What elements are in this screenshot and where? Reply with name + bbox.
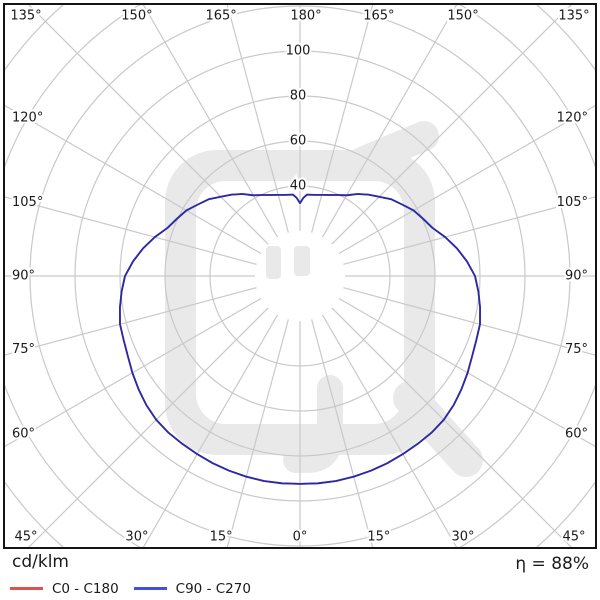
watermark-ring: [165, 150, 435, 455]
angle-label: 30°: [125, 530, 148, 545]
grid-radial-line: [142, 5, 279, 238]
watermark-logo: [165, 121, 483, 477]
grid-radial-line: [311, 319, 374, 547]
grid-radial-line: [331, 307, 572, 547]
angle-label: 150°: [447, 9, 478, 24]
watermark-bar: [266, 246, 281, 279]
grid-radial-line: [28, 5, 269, 245]
angle-label: 45°: [14, 530, 37, 545]
curves: [119, 193, 481, 485]
efficiency-value: η = 88%: [515, 554, 589, 574]
grid-radial-line: [311, 5, 374, 233]
unit-label: cd/klm: [12, 552, 69, 572]
grid-radial-line: [5, 287, 257, 356]
angle-label: 90°: [12, 269, 35, 284]
grid-radial-line: [321, 5, 458, 238]
grid-radial-line: [331, 5, 572, 245]
angle-label: 75°: [12, 342, 35, 357]
watermark-stub: [347, 121, 439, 177]
curve-c90-c270: [119, 193, 481, 485]
legend-label-c90-c270: C90 - C270: [175, 580, 251, 597]
grid-radial-line: [338, 104, 595, 255]
angle-label: 105°: [12, 195, 43, 210]
angle-label: 165°: [205, 9, 236, 24]
grid-radial-line: [142, 314, 279, 547]
angle-label: 180°: [290, 9, 321, 24]
radial-tick-label: 80: [290, 89, 307, 104]
angle-label: 15°: [367, 530, 390, 545]
grid-radial-line: [5, 196, 257, 265]
angle-label: 120°: [557, 110, 588, 125]
legend-swatch-red: [10, 587, 43, 590]
radial-tick-label: 60: [290, 134, 307, 149]
grid-radial-line: [5, 104, 262, 255]
grid-radial-line: [343, 196, 595, 265]
angle-label: 45°: [562, 530, 585, 545]
legend: C0 - C180 C90 - C270: [10, 579, 251, 598]
angle-label: 135°: [10, 9, 41, 24]
legend-item-c0-c180: C0 - C180: [10, 581, 119, 597]
legend-item-c90-c270: C90 - C270: [133, 580, 251, 597]
legend-label-c0-c180: C0 - C180: [52, 580, 119, 597]
angle-label: 60°: [12, 427, 35, 442]
angle-label: 165°: [363, 9, 394, 24]
chart-border: [3, 3, 597, 549]
angle-label: 105°: [557, 195, 588, 210]
angle-label: 135°: [558, 9, 589, 24]
angle-label: 60°: [565, 427, 588, 442]
angle-label: 150°: [121, 9, 152, 24]
angle-label: 75°: [565, 342, 588, 357]
angle-label: 90°: [565, 269, 588, 284]
grid-radial-line: [5, 297, 262, 448]
angle-label: 120°: [12, 110, 43, 125]
watermark-bar: [294, 246, 310, 276]
watermark-tail: [393, 381, 483, 477]
grid-radial-line: [28, 307, 269, 547]
angle-label: 0°: [293, 530, 308, 545]
radial-tick-label: 40: [290, 179, 307, 194]
grid-radial-line: [226, 5, 289, 233]
legend-swatch-blue: [133, 587, 167, 590]
angle-label: 30°: [452, 530, 475, 545]
grid-radial-line: [343, 287, 595, 356]
grid-radial-line: [338, 297, 595, 448]
radial-tick-label: 100: [286, 44, 311, 59]
axis-labels: 0° 15° 15° 30° 30° 45° 45° 60° 60° 75° 75° 90° 90° 10…: [8, 7, 591, 547]
grid-radial-line: [321, 314, 458, 547]
grid-radial-line: [226, 319, 289, 547]
angle-label: 15°: [210, 530, 233, 545]
